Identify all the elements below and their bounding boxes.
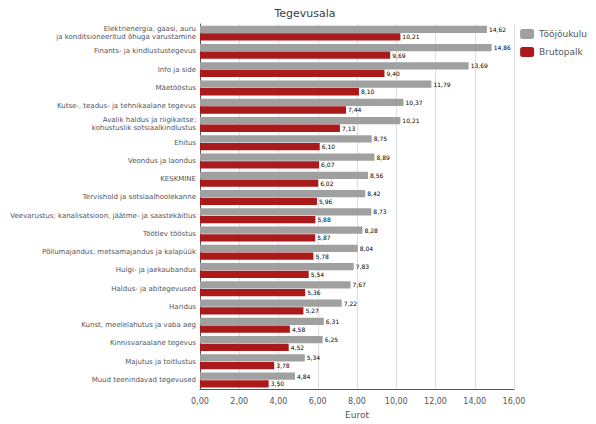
svg-text:4,58: 4,58 [292, 326, 306, 333]
svg-text:6,07: 6,07 [321, 161, 335, 168]
svg-text:Kutse-, teadus- ja tehnikaalan: Kutse-, teadus- ja tehnikaalane tegevus [57, 102, 196, 110]
svg-text:Majutus ja toitlustus: Majutus ja toitlustus [125, 358, 196, 366]
svg-text:9,69: 9,69 [392, 52, 406, 59]
svg-text:Kunst, meelelahutus ja vaba ae: Kunst, meelelahutus ja vaba aeg [81, 321, 196, 329]
svg-text:5,88: 5,88 [317, 216, 331, 223]
svg-text:6,02: 6,02 [320, 180, 334, 187]
svg-text:7,83: 7,83 [356, 263, 370, 270]
svg-text:8,00: 8,00 [348, 397, 366, 406]
svg-text:10,00: 10,00 [385, 397, 408, 406]
svg-text:Brutopalk: Brutopalk [539, 47, 583, 57]
svg-text:7,22: 7,22 [344, 300, 358, 307]
svg-text:14,00: 14,00 [463, 397, 486, 406]
svg-text:8,28: 8,28 [364, 227, 378, 234]
svg-text:5,27: 5,27 [305, 307, 319, 314]
svg-text:8,42: 8,42 [367, 190, 381, 197]
svg-text:11,79: 11,79 [433, 81, 450, 88]
svg-text:Info ja side: Info ja side [158, 66, 196, 74]
svg-text:ja konditsioneeritud õhuga var: ja konditsioneeritud õhuga varustamine [55, 33, 196, 41]
svg-text:8,89: 8,89 [376, 154, 390, 161]
svg-text:8,10: 8,10 [361, 88, 375, 95]
svg-text:10,21: 10,21 [402, 117, 419, 124]
svg-text:4,52: 4,52 [291, 344, 305, 351]
svg-text:7,67: 7,67 [353, 281, 367, 288]
svg-text:KESKMINE: KESKMINE [160, 175, 196, 183]
svg-text:Tööjõukulu: Tööjõukulu [538, 29, 587, 39]
svg-text:0,00: 0,00 [191, 397, 209, 406]
svg-text:Veevarustus; kanalisatsioon, j: Veevarustus; kanalisatsioon, jäätme- ja … [10, 212, 196, 220]
svg-text:7,13: 7,13 [342, 125, 356, 132]
svg-text:13,69: 13,69 [471, 62, 488, 69]
svg-text:6,25: 6,25 [325, 336, 339, 343]
svg-text:8,75: 8,75 [374, 135, 388, 142]
svg-text:5,87: 5,87 [317, 234, 331, 241]
svg-text:Haldus- ja abitegevused: Haldus- ja abitegevused [111, 285, 196, 293]
svg-text:6,31: 6,31 [326, 318, 340, 325]
svg-text:10,37: 10,37 [406, 99, 423, 106]
svg-text:14,62: 14,62 [489, 26, 506, 33]
svg-text:5,96: 5,96 [319, 198, 333, 205]
svg-text:Tegevusala: Tegevusala [273, 7, 335, 20]
svg-text:Ehitus: Ehitus [174, 139, 196, 147]
svg-text:5,54: 5,54 [311, 271, 325, 278]
svg-text:4,00: 4,00 [270, 397, 288, 406]
svg-text:Veondus ja laondus: Veondus ja laondus [128, 157, 196, 165]
svg-text:Töötlev tööstus: Töötlev tööstus [142, 230, 196, 238]
svg-text:Kinnisvaraalane tegevus: Kinnisvaraalane tegevus [110, 339, 196, 347]
svg-text:9,40: 9,40 [386, 70, 400, 77]
svg-text:Avalik haldus ja riigikaitse;: Avalik haldus ja riigikaitse; [103, 116, 196, 124]
svg-text:Hulgi- ja jaekaubandus: Hulgi- ja jaekaubandus [116, 266, 196, 274]
svg-text:Põllumajandus, metsamajandus j: Põllumajandus, metsamajandus ja kalapüük [42, 248, 197, 256]
svg-text:10,21: 10,21 [402, 33, 419, 40]
svg-text:5,78: 5,78 [315, 253, 329, 260]
svg-text:2,00: 2,00 [230, 397, 248, 406]
svg-text:8,04: 8,04 [360, 245, 374, 252]
svg-text:Haridus: Haridus [169, 303, 196, 311]
svg-text:Finants- ja kindlustustegevus: Finants- ja kindlustustegevus [94, 47, 196, 55]
svg-text:Elektrienergia, gaasi, auru: Elektrienergia, gaasi, auru [104, 25, 196, 33]
svg-text:Muud teenindavad tegevused: Muud teenindavad tegevused [92, 376, 196, 384]
svg-text:Mäetööstus: Mäetööstus [156, 84, 197, 92]
svg-text:8,56: 8,56 [370, 172, 384, 179]
svg-text:8,73: 8,73 [373, 208, 387, 215]
svg-text:6,00: 6,00 [309, 397, 327, 406]
svg-text:3,50: 3,50 [271, 380, 285, 387]
svg-text:7,44: 7,44 [348, 106, 362, 113]
svg-text:4,84: 4,84 [297, 373, 311, 380]
svg-text:3,78: 3,78 [276, 362, 290, 369]
svg-text:Tervishold ja sotsiaalhoolekan: Tervishold ja sotsiaalhoolekanne [82, 193, 196, 201]
svg-text:6,10: 6,10 [322, 143, 336, 150]
svg-text:12,00: 12,00 [424, 397, 447, 406]
svg-text:14,86: 14,86 [494, 44, 511, 51]
svg-text:5,36: 5,36 [307, 289, 321, 296]
svg-text:16,00: 16,00 [503, 397, 526, 406]
svg-text:5,34: 5,34 [307, 354, 321, 361]
svg-text:kohustuslik sotsiaalkindlustus: kohustuslik sotsiaalkindlustus [92, 124, 196, 132]
svg-text:Eurot: Eurot [345, 410, 369, 420]
